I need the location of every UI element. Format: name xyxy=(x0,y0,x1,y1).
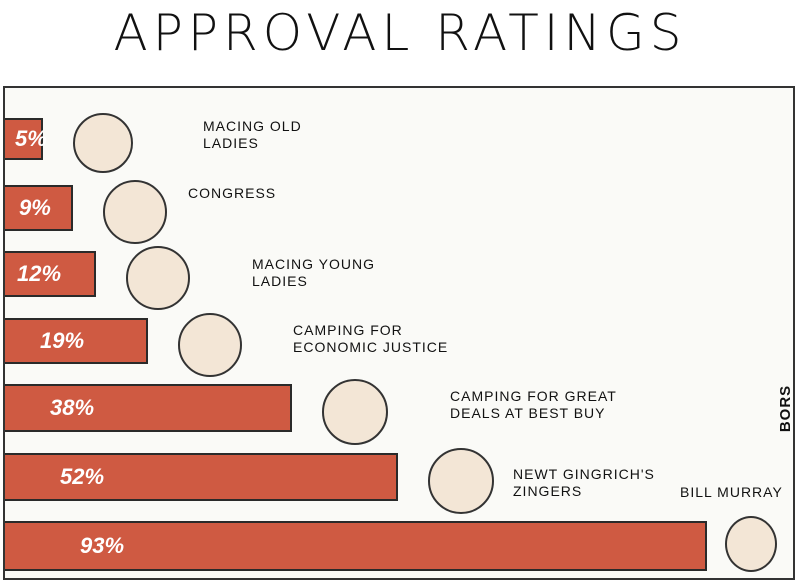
value-label: 9% xyxy=(19,195,51,220)
icon xyxy=(321,379,388,445)
credit: BORS xyxy=(777,384,795,433)
icon xyxy=(102,180,167,244)
chart-title: APPROVAL RATINGS xyxy=(113,4,687,62)
category-label: CAMPING FOR ECONOMIC JUSTICE xyxy=(293,322,449,355)
value-label: 38% xyxy=(50,395,95,420)
bar xyxy=(5,318,149,364)
bar xyxy=(5,521,708,571)
icon xyxy=(125,246,190,310)
category-label: MACING OLD LADIES xyxy=(203,118,302,151)
category-label: CAMPING FOR GREAT DEALS AT BEST BUY xyxy=(450,388,617,421)
category-label: NEWT GINGRICH'S ZINGERS xyxy=(513,466,655,499)
value-label: 12% xyxy=(17,261,62,286)
icon xyxy=(178,313,243,377)
category-label: CONGRESS xyxy=(188,185,277,201)
icon xyxy=(725,516,777,572)
category-label: MACING YOUNG LADIES xyxy=(252,256,375,289)
bar xyxy=(5,251,96,297)
category-label: BILL MURRAY xyxy=(680,484,783,500)
value-label: 93% xyxy=(80,533,125,558)
bar xyxy=(5,118,43,160)
icon xyxy=(427,448,494,514)
value-label: 5% xyxy=(15,126,47,151)
bar xyxy=(5,384,292,432)
icon xyxy=(72,113,133,173)
value-label: 52% xyxy=(60,464,105,489)
bar xyxy=(5,185,73,231)
bar xyxy=(5,453,398,501)
value-label: 19% xyxy=(40,328,85,353)
